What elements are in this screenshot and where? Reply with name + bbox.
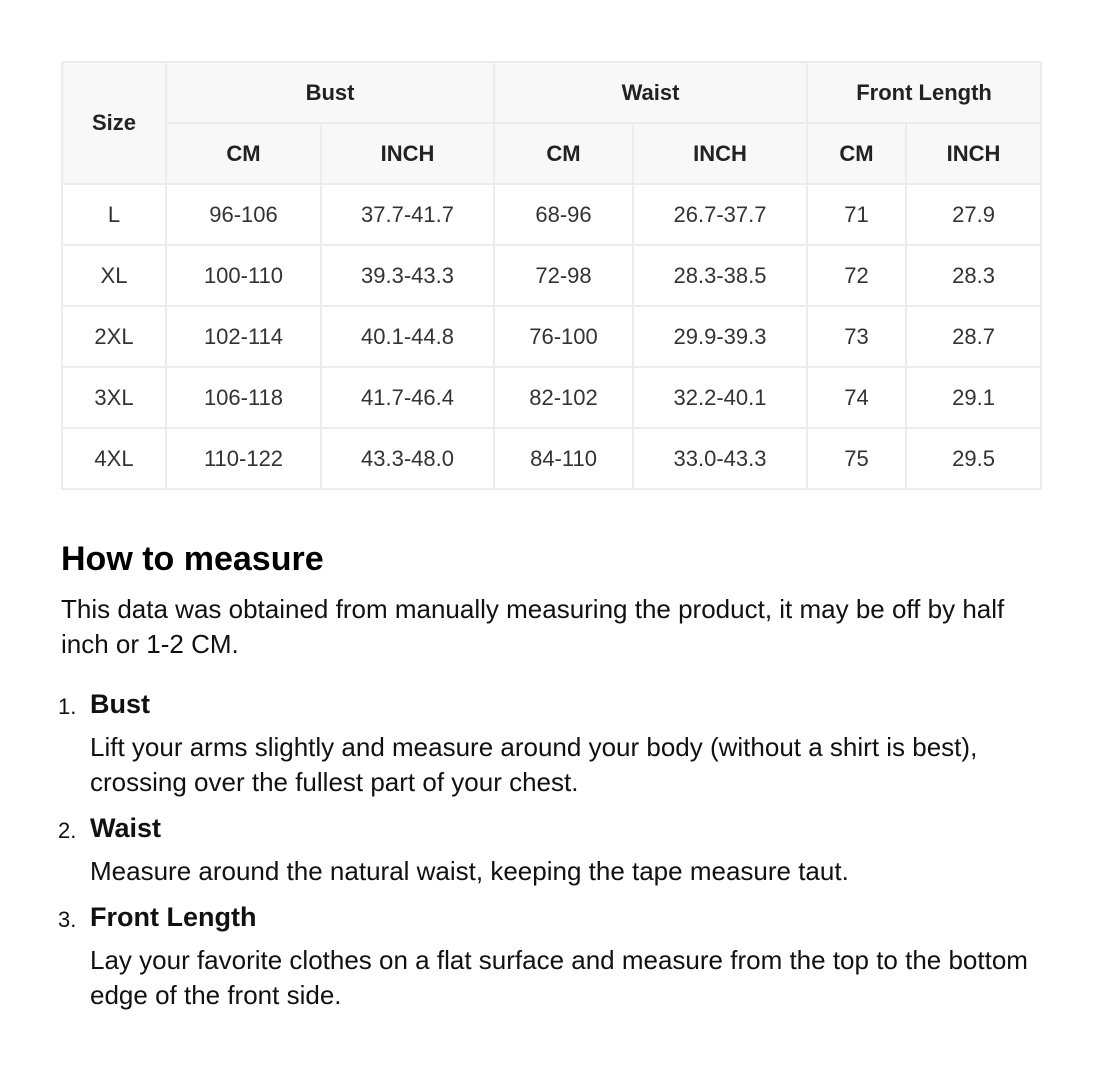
intro-text: This data was obtained from manually mea… [61, 594, 1005, 659]
item-description: Lift your arms slightly and measure arou… [90, 732, 978, 797]
value-cell: 102-114 [165, 305, 322, 368]
list-item: 1. Bust Lift your arms slightly and measur… [0, 686, 1060, 800]
list-item: 2. Waist Measure around the natural waist,… [0, 810, 1060, 889]
value-cell: 72 [806, 244, 908, 307]
item-number: 2. [58, 818, 77, 843]
how-to-measure-title: How to measure [61, 540, 324, 578]
value-cell: 29.1 [905, 366, 1043, 429]
value-cell: 37.7-41.7 [319, 183, 496, 246]
value-cell: 33.0-43.3 [632, 427, 809, 490]
value-cell: 100-110 [165, 244, 322, 307]
list-item: 3. Front Length Lay your favorite clothes … [0, 899, 1060, 1013]
value-cell: 43.3-48.0 [319, 427, 496, 490]
header-size: Size [61, 61, 167, 185]
table-row: XL 100-110 39.3-43.3 72-98 28.3-38.5 72 28.3 [61, 244, 1043, 307]
value-cell: 29.9-39.3 [632, 305, 809, 368]
size-table: Size Bust Waist Front Length CM INCH CM INC… [61, 61, 1043, 490]
value-cell: 72-98 [493, 244, 635, 307]
size-cell: 2XL [61, 305, 167, 368]
header-front-length: Front Length [806, 61, 1043, 124]
value-cell: 28.3 [905, 244, 1043, 307]
value-cell: 40.1-44.8 [319, 305, 496, 368]
table-row: L 96-106 37.7-41.7 68-96 26.7-37.7 71 27.9 [61, 183, 1043, 246]
header-unit: INCH [319, 122, 496, 185]
value-cell: 74 [806, 366, 908, 429]
size-cell: 3XL [61, 366, 167, 429]
value-cell: 32.2-40.1 [632, 366, 809, 429]
header-unit: CM [165, 122, 322, 185]
measure-list: 1. Bust Lift your arms slightly and measur… [0, 686, 1060, 1023]
value-cell: 76-100 [493, 305, 635, 368]
item-title: Waist [90, 813, 162, 843]
value-cell: 68-96 [493, 183, 635, 246]
value-cell: 28.7 [905, 305, 1043, 368]
value-cell: 27.9 [905, 183, 1043, 246]
value-cell: 110-122 [165, 427, 322, 490]
size-cell: 4XL [61, 427, 167, 490]
value-cell: 71 [806, 183, 908, 246]
header-unit: INCH [632, 122, 809, 185]
value-cell: 82-102 [493, 366, 635, 429]
size-cell: XL [61, 244, 167, 307]
table-row: 4XL 110-122 43.3-48.0 84-110 33.0-43.3 75 29.5 [61, 427, 1043, 490]
item-title: Front Length [90, 902, 257, 932]
item-number: 1. [58, 694, 77, 719]
item-description: Measure around the natural waist, keepin… [90, 856, 849, 886]
table-row: 3XL 106-118 41.7-46.4 82-102 32.2-40.1 74 29.1 [61, 366, 1043, 429]
value-cell: 41.7-46.4 [319, 366, 496, 429]
value-cell: 84-110 [493, 427, 635, 490]
item-number: 3. [58, 907, 77, 932]
value-cell: 39.3-43.3 [319, 244, 496, 307]
size-cell: L [61, 183, 167, 246]
value-cell: 75 [806, 427, 908, 490]
header-bust: Bust [164, 61, 496, 124]
header-waist: Waist [493, 61, 809, 124]
value-cell: 26.7-37.7 [632, 183, 809, 246]
item-title: Bust [90, 689, 150, 719]
value-cell: 28.3-38.5 [632, 244, 809, 307]
value-cell: 73 [806, 305, 908, 368]
header-unit: CM [806, 122, 908, 185]
value-cell: 106-118 [165, 366, 322, 429]
table-row: 2XL 102-114 40.1-44.8 76-100 29.9-39.3 73 28.7 [61, 305, 1043, 368]
header-unit: CM [493, 122, 635, 185]
value-cell: 96-106 [165, 183, 322, 246]
item-description: Lay your favorite clothes on a flat surf… [90, 945, 1028, 1010]
header-unit: INCH [905, 122, 1043, 185]
value-cell: 29.5 [905, 427, 1043, 490]
